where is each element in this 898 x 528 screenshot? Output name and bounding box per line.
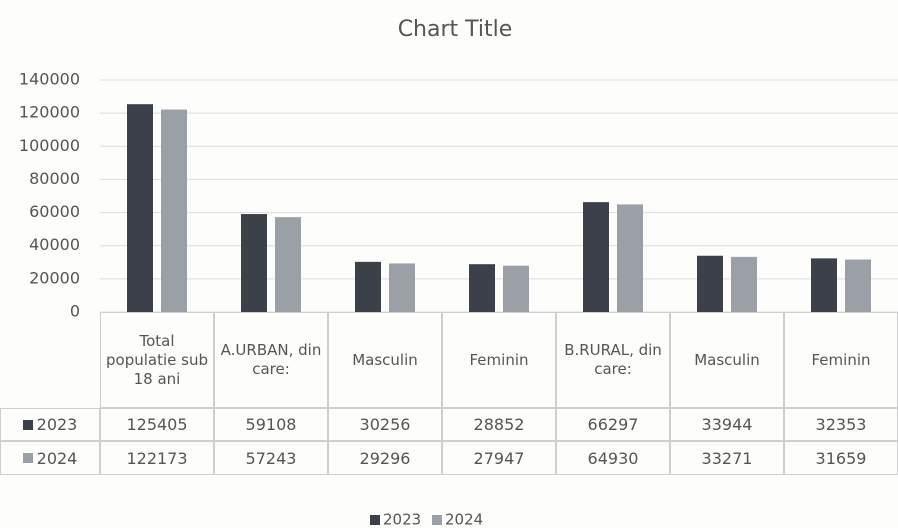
y-tick-label: 80000 [29,169,80,188]
bar [731,257,757,312]
table-value: 27947 [442,441,556,475]
bar [503,266,529,312]
y-tick-label: 100000 [19,136,80,155]
legend-key [23,420,33,430]
row-header-text: 2024 [37,449,78,468]
legend-key [432,515,442,525]
table-value: 59108 [214,408,328,441]
table-value: 64930 [556,441,670,475]
row-header-text: 2023 [37,415,78,434]
bar [161,110,187,312]
category-label: Feminin [442,312,556,408]
table-value: 29296 [328,441,442,475]
bar [617,204,643,312]
y-tick-label: 140000 [19,70,80,89]
table-value: 32353 [784,408,898,441]
chart-page: Chart Title 0 20000 40000 60000 80000 100000 1… [0,0,898,528]
bar [389,263,415,312]
category-label: A.URBAN, din care: [214,312,328,408]
bar [355,262,381,312]
bar [275,217,301,312]
table-value: 122173 [100,441,214,475]
category-label: B.RURAL, din care: [556,312,670,408]
y-tick-label: 40000 [29,235,80,254]
category-label: Masculin [670,312,784,408]
chart-title: Chart Title [398,17,513,42]
bar [469,264,495,312]
bar [845,260,871,312]
row-header: 2023 [0,408,100,441]
table-value: 28852 [442,408,556,441]
category-label: Feminin [784,312,898,408]
table-value: 31659 [784,441,898,475]
y-tick-label: 20000 [29,268,80,287]
legend-label: 2024 [445,511,483,528]
y-tick-label: 60000 [29,202,80,221]
row-header: 2024 [0,441,100,475]
category-label: Masculin [328,312,442,408]
y-tick-label: 120000 [19,103,80,122]
y-tick-label: 0 [70,302,80,321]
legend-key [23,453,33,463]
table-value: 125405 [100,408,214,441]
table-value: 30256 [328,408,442,441]
table-value: 33271 [670,441,784,475]
table-value: 66297 [556,408,670,441]
bar [583,202,609,312]
legend-label: 2023 [383,511,421,528]
table-value: 33944 [670,408,784,441]
legend-key [370,515,380,525]
category-label: Total populatie sub 18 ani [100,312,214,408]
bar [697,256,723,312]
bar [127,104,153,312]
table-value: 57243 [214,441,328,475]
bar [241,214,267,312]
bar [811,258,837,312]
